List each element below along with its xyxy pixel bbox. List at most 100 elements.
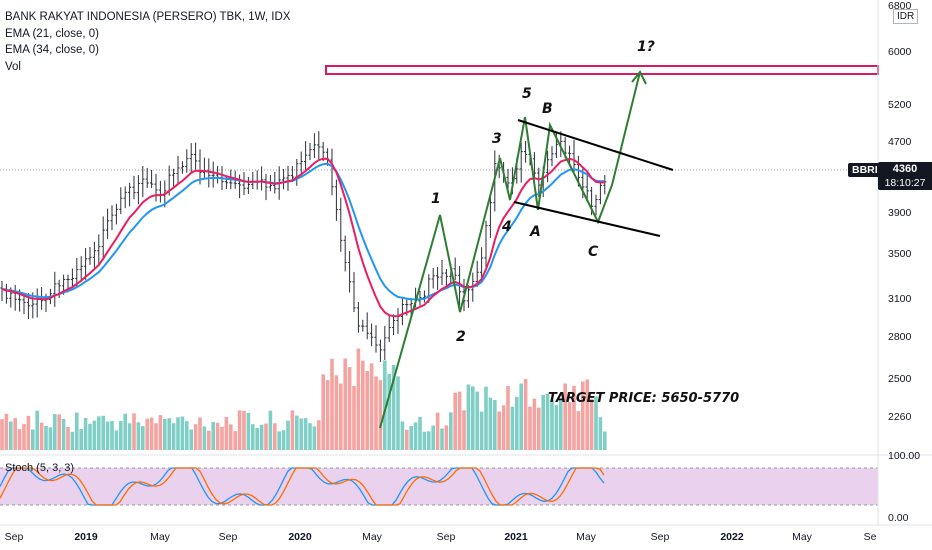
volume-bar bbox=[83, 417, 88, 450]
volume-bar bbox=[233, 431, 237, 450]
volume-bar bbox=[13, 418, 17, 450]
volume-bar bbox=[303, 418, 308, 450]
volume-bar bbox=[581, 381, 585, 450]
volume-bar bbox=[167, 418, 171, 450]
volume-bar bbox=[523, 379, 528, 450]
volume-bar bbox=[207, 430, 211, 450]
volume-bar bbox=[264, 423, 268, 450]
stoch-band bbox=[0, 468, 878, 505]
volume-bar bbox=[290, 410, 295, 450]
volume-bar bbox=[0, 419, 4, 450]
price-tick: 2800 bbox=[888, 331, 912, 343]
volume-bar bbox=[22, 424, 26, 450]
volume-bar bbox=[110, 421, 114, 450]
volume-bar bbox=[119, 421, 123, 450]
wave-label-5: 5 bbox=[522, 86, 532, 102]
stoch-tick-100: 100.00 bbox=[888, 450, 920, 462]
volume-bar bbox=[365, 371, 369, 450]
legend-vol[interactable]: Vol bbox=[5, 60, 21, 73]
volume-bar bbox=[123, 413, 127, 450]
volume-bar bbox=[383, 360, 387, 450]
volume-bar bbox=[515, 396, 519, 450]
volume-bar bbox=[475, 391, 479, 450]
volume-bar bbox=[163, 419, 167, 450]
volume-bar bbox=[387, 373, 391, 450]
volume-bar bbox=[501, 405, 506, 450]
volume-bar bbox=[273, 423, 277, 450]
time-axis[interactable]: Sep 2019 May Sep 2020 May Sep 2021 May Sep 2022 May… bbox=[5, 531, 877, 543]
volume-bar bbox=[409, 426, 413, 450]
volume-bar bbox=[444, 425, 449, 450]
wave-label-c: C bbox=[588, 244, 599, 260]
legend-ema34[interactable]: EMA (34, close, 0) bbox=[5, 44, 99, 56]
volume-bar bbox=[352, 386, 356, 450]
volume-bar bbox=[308, 423, 312, 450]
volume-bar bbox=[488, 397, 493, 450]
volume-bars bbox=[0, 348, 607, 450]
chart-title: BANK RAKYAT INDONESIA (PERSERO) TBK, 1W,… bbox=[5, 11, 291, 23]
target-zone-rect[interactable] bbox=[325, 65, 879, 75]
volume-bar bbox=[466, 384, 471, 450]
volume-bar bbox=[176, 417, 180, 450]
volume-bar bbox=[378, 380, 383, 450]
volume-bar bbox=[471, 386, 475, 450]
volume-bar bbox=[435, 412, 440, 450]
volume-bar bbox=[35, 410, 39, 450]
stoch-legend[interactable]: Stoch (5, 3, 3) bbox=[5, 462, 75, 474]
volume-bar bbox=[246, 413, 251, 450]
volume-bar bbox=[554, 405, 559, 450]
bar-countdown: 18:10:27 bbox=[884, 177, 926, 189]
volume-bar bbox=[79, 429, 83, 450]
volume-bar bbox=[361, 360, 365, 450]
volume-bar bbox=[541, 394, 545, 450]
volume-bar bbox=[114, 430, 119, 450]
volume-bar bbox=[17, 429, 22, 450]
volume-bar bbox=[259, 424, 264, 450]
channel-lower-line[interactable] bbox=[513, 201, 661, 237]
stoch-d-line bbox=[0, 467, 605, 506]
wave-label-1: 1 bbox=[431, 191, 441, 207]
channel-upper-line[interactable] bbox=[517, 119, 674, 171]
volume-bar bbox=[39, 422, 44, 450]
volume-bar bbox=[589, 398, 594, 450]
stoch-tick-0: 0.00 bbox=[888, 512, 909, 524]
volume-bar bbox=[92, 420, 97, 450]
volume-bar bbox=[449, 412, 453, 450]
volume-bar bbox=[251, 424, 255, 450]
volume-bar bbox=[286, 420, 290, 450]
currency-label[interactable]: IDR bbox=[893, 9, 919, 24]
volume-bar bbox=[136, 422, 141, 450]
wave-arrowhead bbox=[631, 70, 647, 85]
volume-bar bbox=[506, 386, 510, 450]
volume-bar bbox=[132, 413, 136, 450]
elliott-wave-path[interactable] bbox=[379, 71, 641, 429]
volume-bar bbox=[4, 413, 9, 450]
price-tick: 5200 bbox=[888, 99, 912, 111]
volume-bar bbox=[295, 415, 299, 450]
volume-bar bbox=[462, 410, 466, 450]
volume-bar bbox=[427, 431, 431, 450]
price-tick: 4700 bbox=[888, 136, 912, 148]
volume-bar bbox=[497, 411, 501, 450]
volume-bar bbox=[334, 375, 339, 450]
target-price-text: TARGET PRICE: 5650-5770 bbox=[548, 391, 739, 406]
volume-bar bbox=[149, 417, 154, 450]
wave-label-3: 3 bbox=[492, 131, 502, 147]
volume-bar bbox=[356, 348, 361, 450]
volume-bar bbox=[431, 425, 435, 450]
volume-bar bbox=[440, 428, 444, 450]
volume-bar bbox=[105, 421, 110, 450]
time-tick: 2019 bbox=[74, 531, 98, 543]
volume-bar bbox=[422, 431, 427, 450]
volume-bar bbox=[484, 386, 488, 450]
volume-bar bbox=[312, 426, 317, 450]
volume-bar bbox=[594, 396, 598, 450]
volume-bar bbox=[576, 411, 581, 450]
ema34-line bbox=[1, 162, 605, 301]
time-tick: 2021 bbox=[504, 531, 528, 543]
time-tick: May bbox=[792, 531, 813, 543]
volume-bar bbox=[457, 391, 462, 450]
legend-ema21[interactable]: EMA (21, close, 0) bbox=[5, 27, 99, 40]
